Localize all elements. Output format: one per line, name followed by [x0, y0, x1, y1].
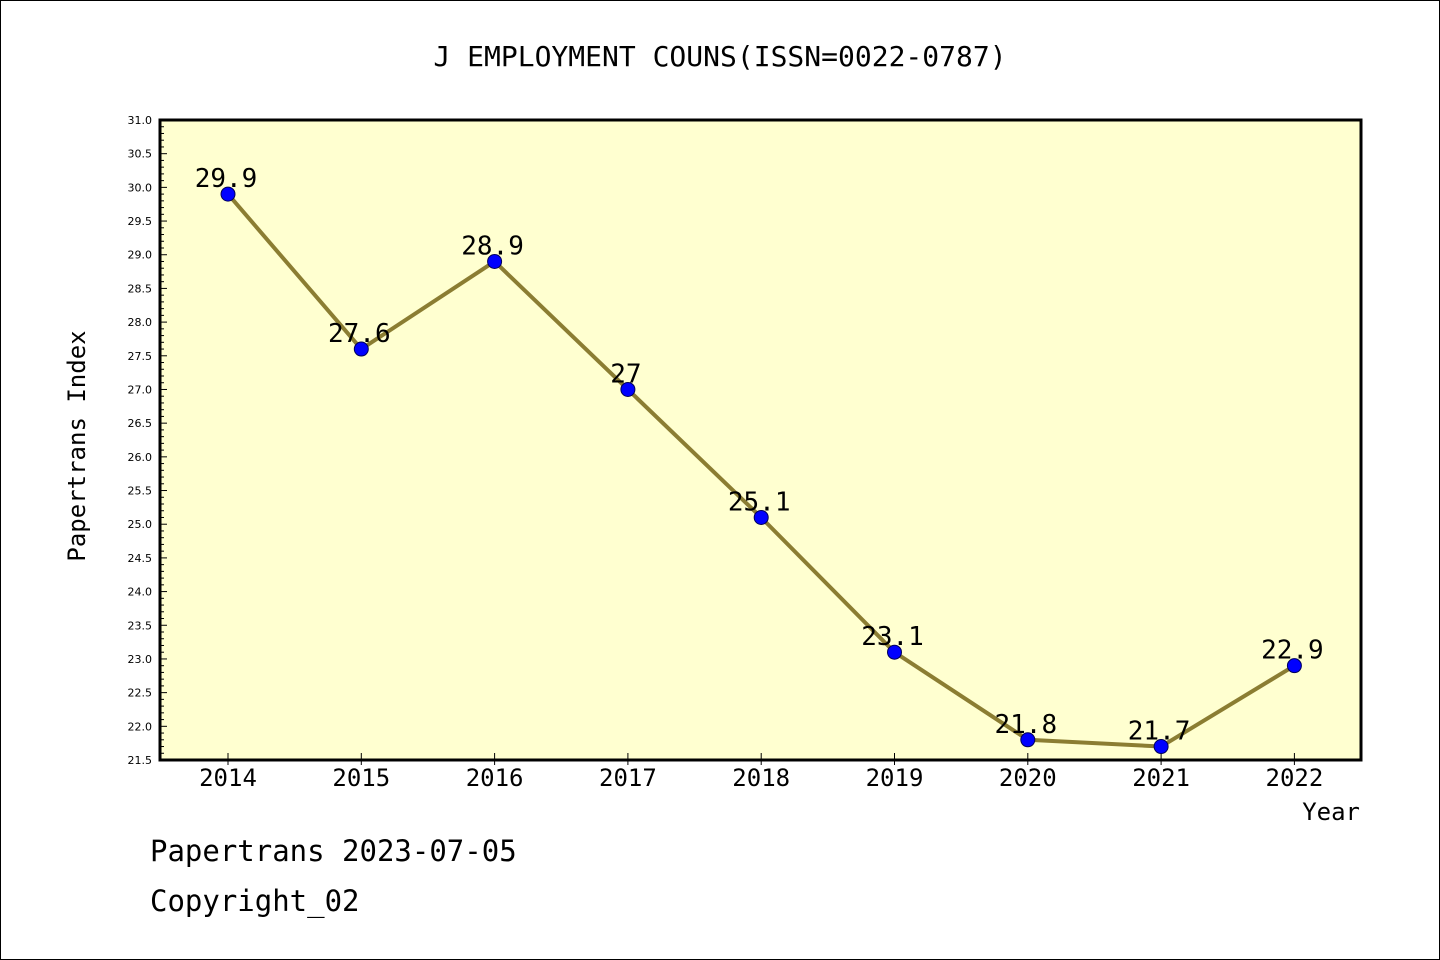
y-tick-label: 26.5 [128, 417, 153, 430]
y-tick-label: 30.5 [128, 148, 153, 161]
x-tick-label: 2020 [999, 764, 1057, 792]
x-tick-label: 2019 [866, 764, 924, 792]
y-tick-label: 25.5 [128, 485, 153, 498]
data-point [1286, 658, 1302, 674]
y-tick-label: 23.0 [128, 653, 153, 666]
y-axis-label: Papertrans Index [63, 330, 91, 561]
chart-title: J EMPLOYMENT COUNS(ISSN=0022-0787) [433, 40, 1006, 73]
y-tick-label: 28.0 [128, 316, 153, 329]
data-point [620, 381, 636, 397]
data-point [487, 253, 503, 269]
data-point [353, 341, 369, 357]
y-tick-label: 26.0 [128, 451, 153, 464]
y-tick-label: 28.5 [128, 282, 153, 295]
y-tick-label: 29.0 [128, 249, 153, 262]
x-tick-label: 2021 [1132, 764, 1190, 792]
data-point [887, 644, 902, 660]
y-tick-label: 27.5 [128, 350, 153, 363]
x-tick-label: 2016 [466, 764, 524, 792]
y-tick-label: 22.5 [128, 687, 153, 700]
footer-date: Papertrans 2023-07-05 [150, 834, 517, 868]
y-tick-label: 21.5 [128, 754, 153, 767]
x-tick-label: 2014 [199, 764, 257, 792]
y-tick-label: 31.0 [128, 114, 153, 127]
x-tick-label: 2017 [599, 764, 657, 792]
data-point [1153, 739, 1169, 755]
data-point [1020, 732, 1036, 748]
y-tick-label: 24.0 [128, 586, 153, 599]
plot-border [158, 118, 1363, 762]
plot-area [160, 120, 1361, 760]
x-axis-label: Year [1302, 798, 1360, 826]
y-tick-label: 30.0 [128, 181, 153, 194]
data-point [220, 186, 236, 202]
x-tick-label: 2022 [1266, 764, 1324, 792]
y-tick-label: 22.0 [128, 720, 153, 733]
y-tick-label: 24.5 [128, 552, 153, 565]
x-tick-label: 2015 [332, 764, 390, 792]
y-tick-label: 27.0 [128, 383, 153, 396]
x-tick-label: 2018 [732, 764, 790, 792]
y-tick-label: 23.5 [128, 619, 153, 632]
y-tick-label: 25.0 [128, 518, 153, 531]
data-point [753, 509, 769, 525]
footer-copyright: Copyright_02 [150, 884, 360, 918]
y-tick-label: 29.5 [128, 215, 153, 228]
